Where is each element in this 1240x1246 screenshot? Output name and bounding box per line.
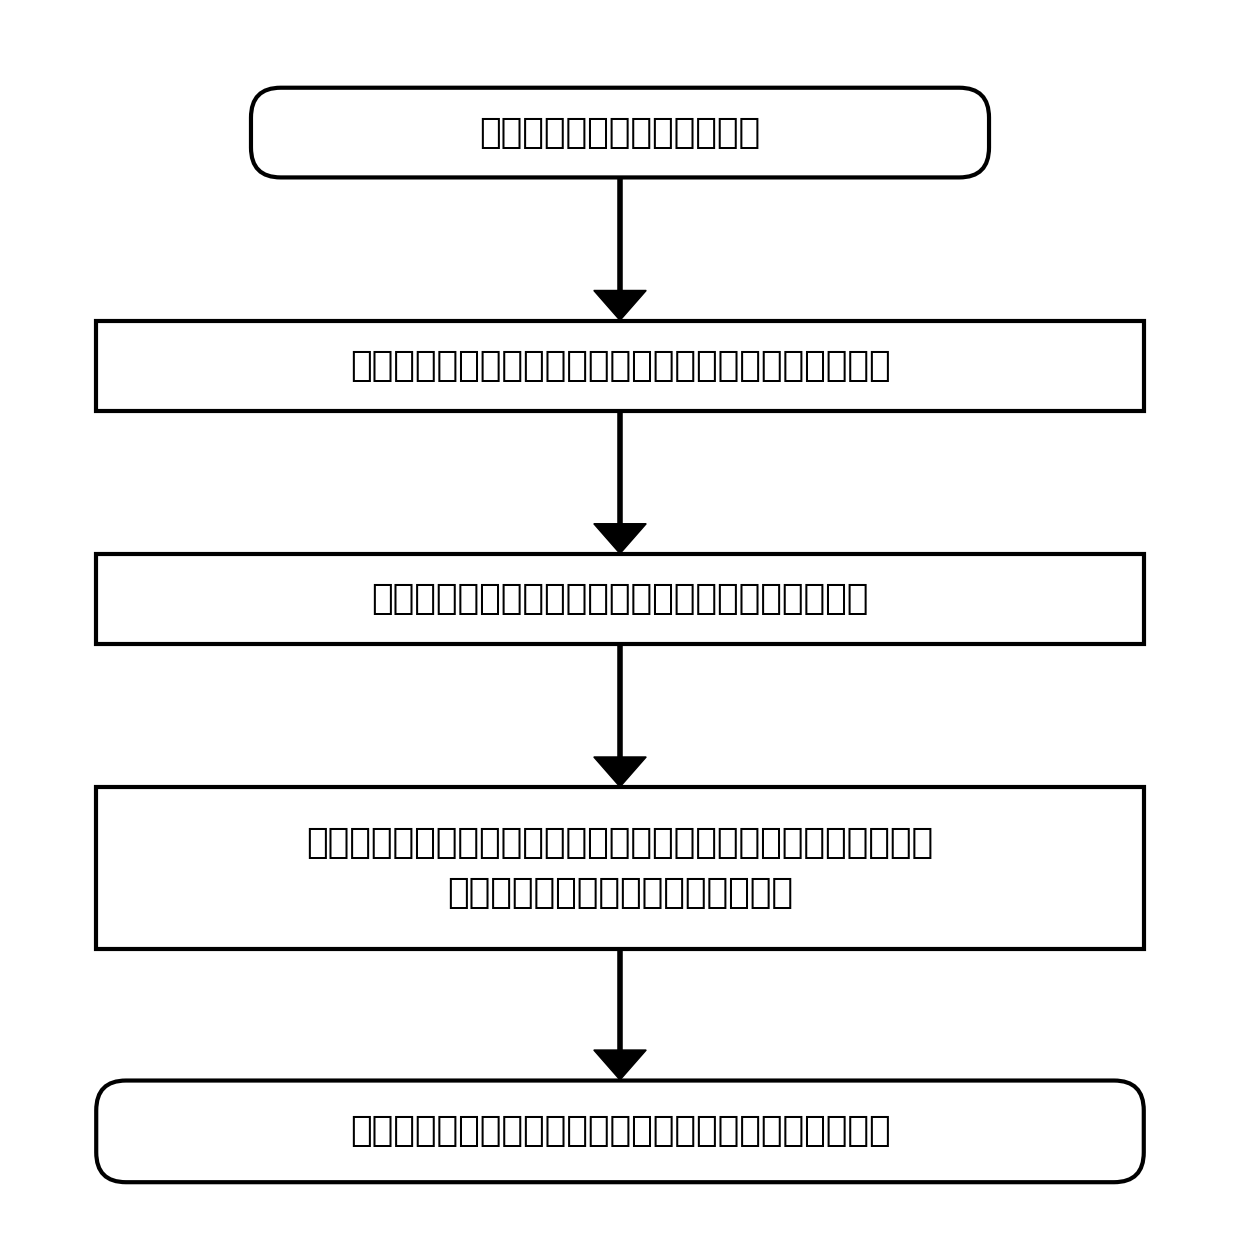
FancyBboxPatch shape xyxy=(250,87,990,177)
Polygon shape xyxy=(594,523,646,553)
FancyBboxPatch shape xyxy=(97,554,1143,644)
Text: 对输入的眼底图像进行预处理: 对输入的眼底图像进行预处理 xyxy=(480,116,760,150)
FancyBboxPatch shape xyxy=(97,787,1143,949)
Text: 利用高斯匹配滤波分割出预处理后的眼底图像的血管: 利用高斯匹配滤波分割出预处理后的眼底图像的血管 xyxy=(371,582,869,616)
Text: 将该视盘候选区域进行形态学处理，即可得到完整的视盘: 将该视盘候选区域进行形态学处理，即可得到完整的视盘 xyxy=(350,1114,890,1149)
Text: 利用血管网方向匹配滤波器来得到视盘的中心点，查找该视盘中心
所对应的超像素，即为视盘候选区域: 利用血管网方向匹配滤波器来得到视盘的中心点，查找该视盘中心 所对应的超像素，即为… xyxy=(306,826,934,911)
Polygon shape xyxy=(594,758,646,787)
FancyBboxPatch shape xyxy=(97,321,1143,411)
Polygon shape xyxy=(594,290,646,320)
Text: 利用快速均值移位将预处理后的眼底图像进行超像素分割: 利用快速均值移位将预处理后的眼底图像进行超像素分割 xyxy=(350,349,890,383)
Polygon shape xyxy=(594,1050,646,1080)
FancyBboxPatch shape xyxy=(97,1080,1143,1182)
